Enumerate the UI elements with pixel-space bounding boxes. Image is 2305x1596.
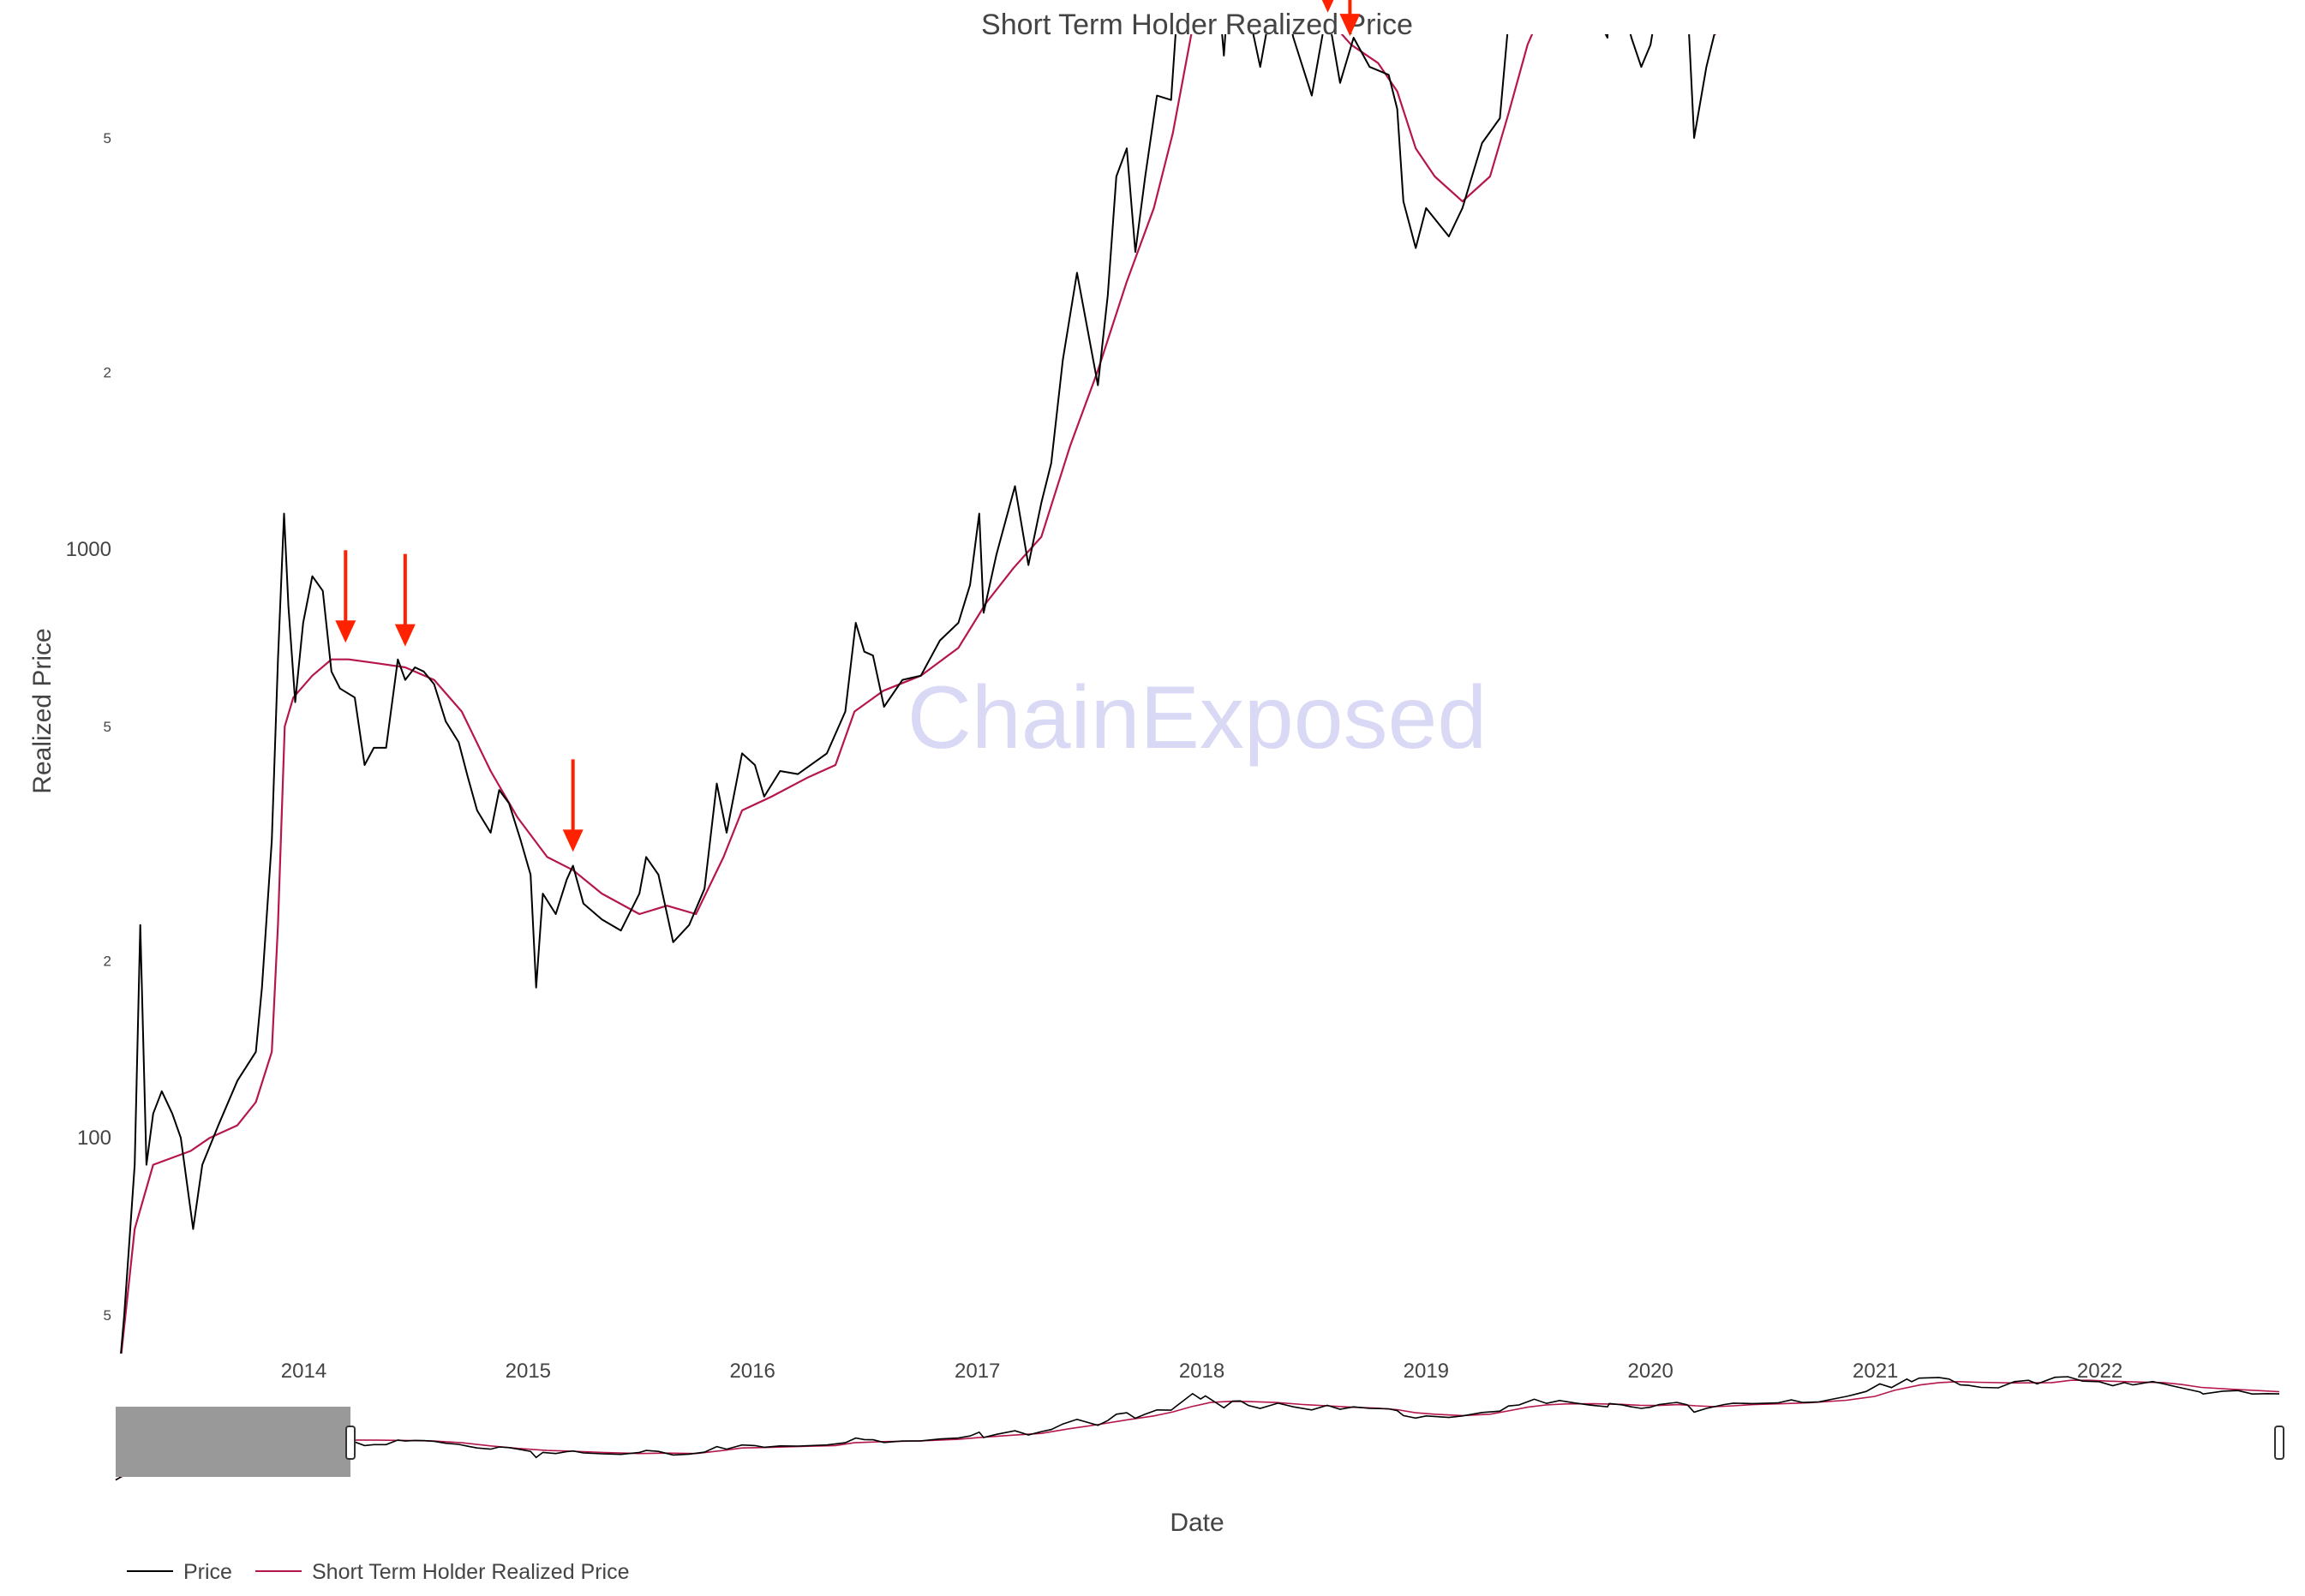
x-tick-label: 2016	[729, 1360, 775, 1383]
legend: Price Short Term Holder Realized Price	[127, 1560, 630, 1584]
watermark: ChainExposed	[907, 668, 1487, 768]
y-tick-label: 2	[104, 364, 111, 380]
y-tick-label: 5	[104, 130, 111, 146]
x-tick-label: 2019	[1404, 1360, 1449, 1383]
x-tick-label: 2017	[955, 1360, 1000, 1383]
x-tick-label: 2020	[1627, 1360, 1673, 1383]
y-axis-title: Realized Price	[28, 628, 57, 793]
annotation-arrow	[1339, 0, 1361, 37]
x-tick-label: 2022	[2077, 1360, 2122, 1383]
y-tick-label: 5	[104, 719, 111, 735]
x-axis-ticks: 2014 2015 2016 2017 2018 2019 2020 2021 2022	[281, 1360, 2122, 1383]
plot-area	[120, 34, 1717, 1354]
legend-item-price[interactable]: Price	[127, 1560, 232, 1584]
x-tick-label: 2014	[281, 1360, 326, 1383]
price-line	[120, 34, 1715, 1354]
legend-label-sth-realized-price: Short Term Holder Realized Price	[312, 1560, 630, 1584]
legend-item-sth-realized-price[interactable]: Short Term Holder Realized Price	[255, 1560, 630, 1584]
range-slider-left-handle[interactable]	[345, 1426, 356, 1460]
sth-realized-price-line	[120, 34, 1717, 1354]
y-tick-label: 100	[77, 1127, 111, 1150]
range-slider-mask	[116, 1407, 350, 1477]
annotation-arrow	[335, 550, 356, 643]
x-axis-title: Date	[1170, 1509, 1224, 1537]
y-tick-label: 5	[104, 1307, 111, 1324]
range-slider-right-handle[interactable]	[2274, 1426, 2284, 1460]
x-tick-label: 2021	[1853, 1360, 1898, 1383]
annotation-arrow	[1321, 0, 1334, 13]
annotations	[335, 0, 1361, 852]
legend-label-price: Price	[183, 1560, 232, 1584]
x-tick-label: 2018	[1179, 1360, 1224, 1383]
range-slider-background	[116, 1405, 2279, 1478]
range-slider-preview	[115, 1376, 2280, 1481]
y-tick-label: 2	[104, 953, 111, 969]
annotation-arrow	[394, 553, 416, 647]
x-tick-label: 2015	[506, 1360, 551, 1383]
annotation-arrow	[562, 759, 584, 852]
y-axis-ticks: 51002510002510k25	[66, 130, 111, 1324]
y-tick-label: 1000	[66, 538, 111, 561]
range-slider-price-line	[115, 1376, 2280, 1481]
range-slider[interactable]	[115, 1376, 2284, 1481]
